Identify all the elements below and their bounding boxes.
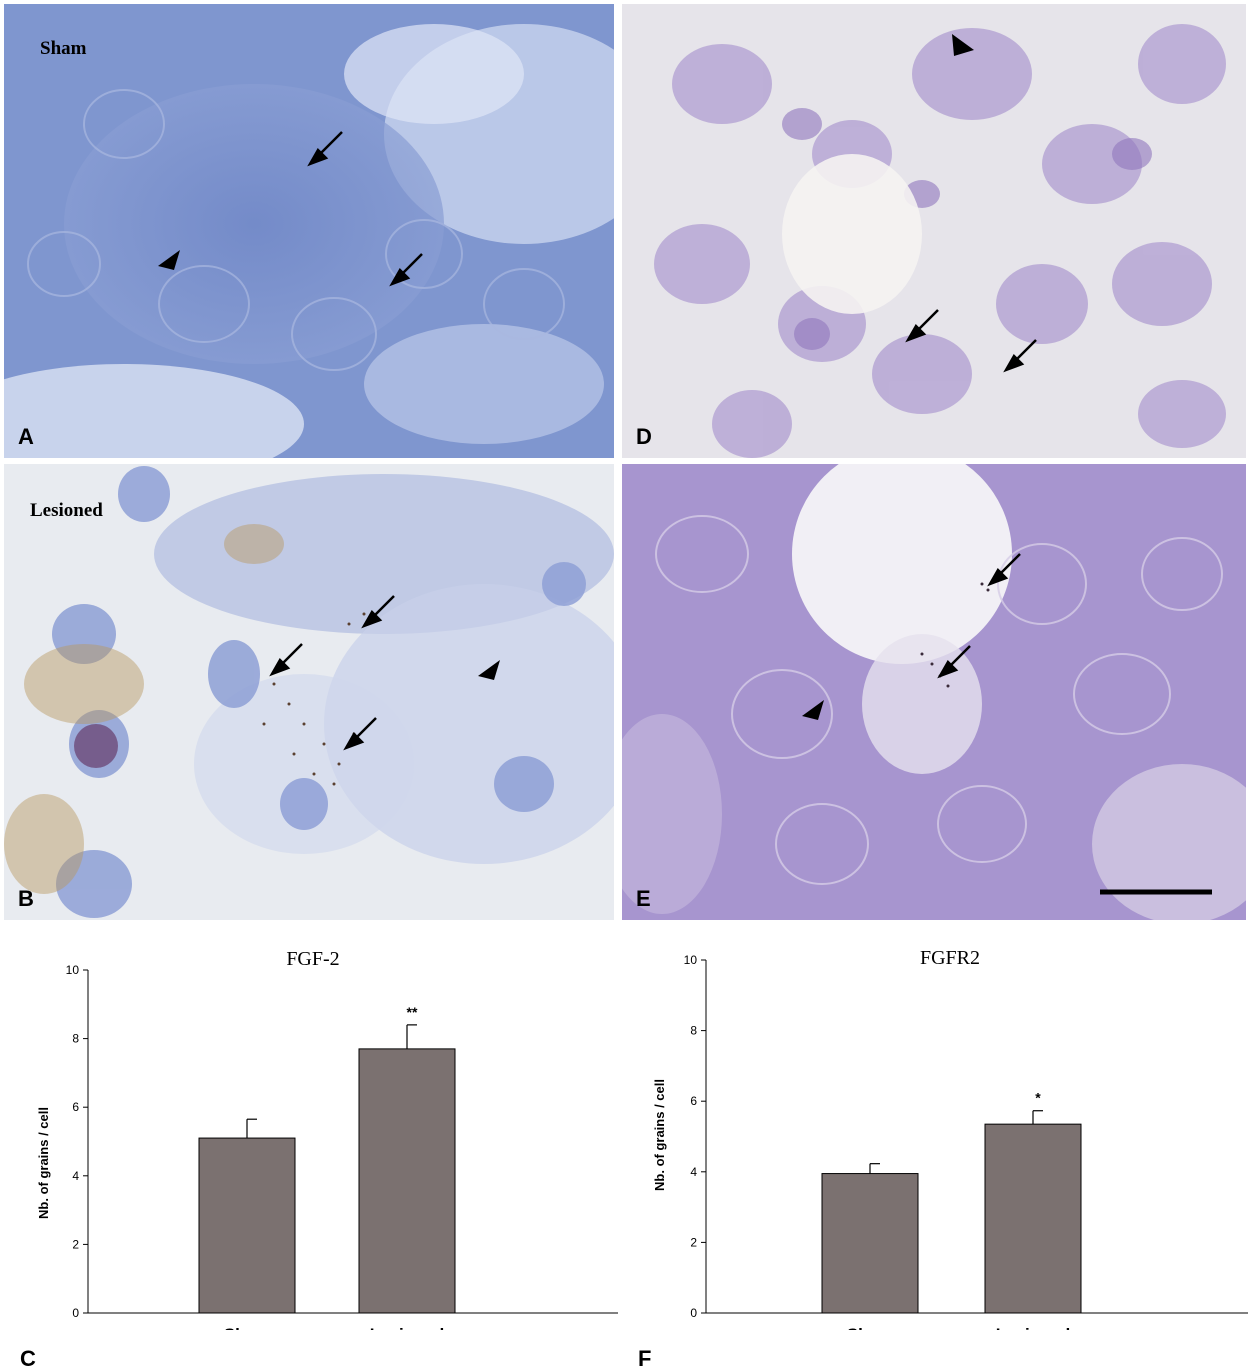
panel-b-letter: B <box>18 886 34 911</box>
micrograph-panel-e: E <box>622 464 1246 920</box>
chart-f-bar-sham <box>821 1173 919 1314</box>
chart-f-ytick-label: 6 <box>690 1094 697 1108</box>
micrograph-a-image <box>4 4 614 458</box>
panel-d-letter: D <box>636 424 652 449</box>
panel-a-letter: A <box>18 424 34 449</box>
chart-c-category-label-lesioned: Lesioned <box>370 1325 445 1330</box>
chart-c-ytick-label: 4 <box>72 1169 79 1183</box>
chart-c-title: FGF-2 <box>286 948 339 970</box>
chart-c: FGF-2 Nb. of grains / cell 0 2 4 6 8 10 Sham **… <box>0 930 620 1344</box>
chart-c-letter: C <box>20 1346 36 1371</box>
chart-c-ytick-label: 8 <box>72 1032 79 1046</box>
chart-c-category-label-sham: Sham <box>224 1325 270 1330</box>
chart-c-ytick-label: 10 <box>66 963 80 977</box>
chart-f-letter: F <box>638 1346 652 1371</box>
micrograph-panel-a: Sham A <box>4 4 614 458</box>
chart-f-ytick-label: 0 <box>690 1306 697 1320</box>
chart-f: FGFR2 Nb. of grains / cell 0 2 4 6 8 10 Sham * L… <box>620 930 1250 1344</box>
chart-f-title: FGFR2 <box>920 947 980 969</box>
chart-f-category-label-sham: Sham <box>847 1325 893 1330</box>
micrograph-e-image <box>622 464 1246 920</box>
panel-e-letter: E <box>636 886 651 911</box>
chart-c-ytick-label: 2 <box>72 1237 79 1251</box>
micrograph-panel-b: Lesioned B <box>4 464 614 920</box>
chart-c-significance-lesioned: ** <box>407 1004 418 1020</box>
panel-a-caption: Sham <box>40 38 87 59</box>
micrograph-d-image <box>622 4 1246 458</box>
chart-c-svg: FGF-2 Nb. of grains / cell 0 2 4 6 8 10 Sham **… <box>36 948 618 1344</box>
chart-f-category-label-lesioned: Lesioned <box>996 1325 1071 1330</box>
chart-f-ytick-label: 8 <box>690 1024 697 1038</box>
chart-c-bar-lesioned <box>358 1048 456 1314</box>
chart-c-ytick-label: 6 <box>72 1100 79 1114</box>
chart-c-ytick-label: 0 <box>72 1306 79 1320</box>
micrograph-b-image <box>4 464 614 920</box>
chart-f-ytick-label: 10 <box>684 953 698 967</box>
chart-f-ytick-label: 2 <box>690 1235 697 1249</box>
chart-c-bar-sham <box>198 1137 296 1314</box>
chart-c-ylabel: Nb. of grains / cell <box>36 1107 51 1219</box>
chart-f-bar-lesioned <box>984 1123 1082 1314</box>
chart-f-ylabel: Nb. of grains / cell <box>652 1079 667 1191</box>
chart-f-ytick-label: 4 <box>690 1165 697 1179</box>
panel-b-caption: Lesioned <box>30 500 103 521</box>
micrograph-panel-d: D <box>622 4 1246 458</box>
chart-f-svg: FGFR2 Nb. of grains / cell 0 2 4 6 8 10 Sham * L… <box>652 947 1248 1344</box>
chart-f-significance-lesioned: * <box>1035 1090 1041 1106</box>
